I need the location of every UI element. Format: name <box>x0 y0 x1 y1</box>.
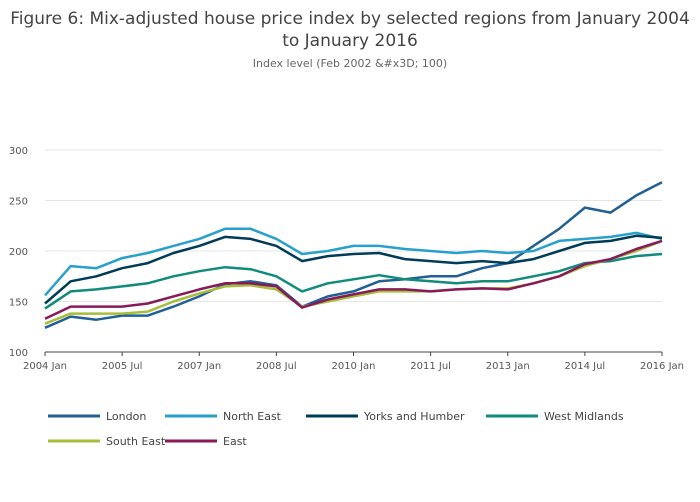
x-tick-label: 2010 Jan <box>331 361 375 372</box>
x-tick-label: 2004 Jan <box>23 361 67 372</box>
series-line-london <box>44 181 663 329</box>
chart-subtitle: Index level (Feb 2002 &#x3D; 100) <box>252 57 448 70</box>
y-tick-label: 300 <box>9 146 28 157</box>
y-tick-label: 100 <box>9 348 28 359</box>
legend-label: London <box>106 410 146 423</box>
legend-label: East <box>223 435 247 448</box>
legend-label: North East <box>223 410 282 423</box>
y-tick-label: 150 <box>9 298 28 309</box>
x-tick-label: 2005 Jul <box>102 361 143 372</box>
x-tick-label: 2007 Jan <box>177 361 221 372</box>
y-tick-label: 250 <box>9 197 28 208</box>
y-tick-label: 200 <box>9 247 28 258</box>
x-tick-label: 2011 Jul <box>410 361 451 372</box>
chart-title: Figure 6: Mix-adjusted house price index… <box>10 9 690 51</box>
legend-label: West Midlands <box>544 410 624 423</box>
x-tick-label: 2016 Jan <box>640 361 684 372</box>
series-line-yorks-and-humber <box>44 234 663 305</box>
series-line-east <box>44 239 663 320</box>
legend-label: South East <box>106 435 166 448</box>
legend-label: Yorks and Humber <box>363 410 465 423</box>
series-line-west-midlands <box>44 252 663 310</box>
x-tick-label: 2008 Jul <box>256 361 297 372</box>
x-tick-label: 2013 Jan <box>486 361 530 372</box>
x-tick-label: 2014 Jul <box>565 361 606 372</box>
series-line-north-east <box>44 227 663 297</box>
